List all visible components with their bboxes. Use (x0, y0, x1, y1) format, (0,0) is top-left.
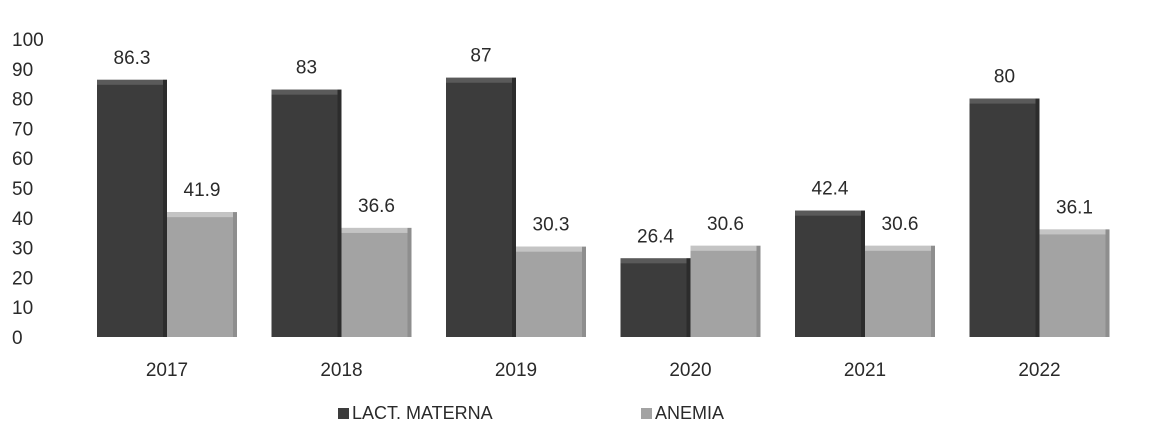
x-tick-label-2021: 2021 (844, 360, 886, 381)
data-label-lact-materna-2019: 87 (470, 46, 491, 67)
y-tick-label-40: 40 (12, 209, 33, 230)
bar-face-lact-materna-2022 (969, 98, 1040, 337)
x-tick-label-2020: 2020 (669, 360, 711, 381)
bar-bevel-lact-materna-2021 (795, 210, 865, 216)
bar-bevel-anemia-2020 (690, 245, 761, 251)
bar-lact-materna-2017 (97, 79, 167, 338)
bar-face-anemia-2019 (516, 246, 586, 337)
y-tick-label-50: 50 (12, 179, 33, 200)
x-tick-label-2019: 2019 (495, 360, 537, 381)
bar-face-anemia-2022 (1039, 229, 1110, 337)
bar-face-lact-materna-2018 (271, 89, 342, 337)
bar-shade-anemia-2018 (407, 227, 412, 337)
bar-anemia-2018 (341, 227, 412, 337)
bar-face-lact-materna-2020 (620, 258, 691, 337)
bar-face-anemia-2020 (690, 245, 761, 337)
x-tick-label-2022: 2022 (1018, 360, 1060, 381)
x-tick-label-2018: 2018 (320, 360, 362, 381)
bar-face-anemia-2021 (865, 245, 935, 337)
data-label-lact-materna-2020: 26.4 (637, 226, 674, 247)
y-tick-label-100: 100 (12, 30, 44, 51)
bar-bevel-lact-materna-2020 (620, 258, 691, 264)
y-tick-label-70: 70 (12, 119, 33, 140)
bar-face-anemia-2018 (341, 227, 412, 337)
bar-bevel-anemia-2021 (865, 245, 935, 251)
bar-bevel-lact-materna-2022 (969, 98, 1040, 104)
bar-lact-materna-2020 (620, 258, 691, 337)
legend: LACT. MATERNA ANEMIA (338, 403, 724, 423)
bar-anemia-2022 (1039, 229, 1110, 337)
bar-shade-anemia-2021 (931, 245, 935, 337)
bar-bevel-anemia-2022 (1039, 229, 1110, 235)
bar-shade-lact-materna-2020 (686, 258, 691, 337)
bar-face-anemia-2017 (167, 212, 237, 337)
y-tick-label-0: 0 (12, 328, 23, 349)
data-label-anemia-2017: 41.9 (184, 180, 221, 201)
bar-lact-materna-2022 (969, 98, 1040, 337)
data-label-lact-materna-2022: 80 (994, 67, 1015, 88)
y-tick-label-60: 60 (12, 149, 33, 170)
x-axis: 2017 2018 2019 2020 2021 2022 (146, 360, 1061, 381)
bar-bevel-lact-materna-2018 (271, 89, 342, 95)
bar-bevel-anemia-2019 (516, 246, 586, 252)
bar-shade-anemia-2019 (582, 246, 586, 337)
data-label-anemia-2020: 30.6 (707, 214, 744, 235)
bar-lact-materna-2018 (271, 89, 342, 337)
data-label-lact-materna-2017: 86.3 (114, 48, 151, 69)
legend-label-lact-materna: LACT. MATERNA (352, 403, 493, 423)
bar-face-lact-materna-2017 (97, 79, 167, 338)
bar-face-lact-materna-2019 (446, 77, 516, 338)
y-tick-label-20: 20 (12, 268, 33, 289)
y-axis: 0 10 20 30 40 50 60 70 80 90 100 (12, 30, 44, 349)
legend-swatch-anemia (641, 408, 652, 419)
bar-shade-lact-materna-2022 (1035, 98, 1040, 337)
data-label-anemia-2019: 30.3 (533, 215, 570, 236)
bar-shade-lact-materna-2018 (337, 89, 342, 337)
bar-bevel-anemia-2018 (341, 227, 412, 233)
bar-anemia-2019 (516, 246, 586, 337)
bar-bevel-lact-materna-2019 (446, 77, 516, 83)
bar-shade-anemia-2022 (1105, 229, 1110, 337)
bar-lact-materna-2021 (795, 210, 865, 337)
bars (97, 77, 1110, 338)
bar-face-lact-materna-2021 (795, 210, 865, 337)
bar-shade-lact-materna-2021 (861, 210, 865, 337)
bar-shade-anemia-2020 (756, 245, 761, 337)
data-label-anemia-2021: 30.6 (882, 214, 919, 235)
data-label-anemia-2022: 36.1 (1056, 197, 1093, 218)
bar-shade-lact-materna-2017 (163, 79, 167, 338)
data-label-lact-materna-2021: 42.4 (812, 179, 849, 200)
bar-bevel-anemia-2017 (167, 212, 237, 218)
bar-shade-anemia-2017 (233, 212, 237, 337)
bar-lact-materna-2019 (446, 77, 516, 338)
bar-anemia-2017 (167, 212, 237, 337)
y-tick-label-10: 10 (12, 298, 33, 319)
data-label-lact-materna-2018: 83 (296, 58, 317, 79)
legend-swatch-lact-materna (338, 408, 349, 419)
data-label-anemia-2018: 36.6 (358, 196, 395, 217)
x-tick-label-2017: 2017 (146, 360, 188, 381)
bar-anemia-2020 (690, 245, 761, 337)
y-tick-label-90: 90 (12, 60, 33, 81)
data-labels: 86.3 41.9 83 36.6 87 30.3 26.4 30.6 42.4 30.6 80 36… (114, 46, 1093, 248)
y-tick-label-80: 80 (12, 90, 33, 111)
bar-anemia-2021 (865, 245, 935, 337)
legend-label-anemia: ANEMIA (655, 403, 724, 423)
bar-bevel-lact-materna-2017 (97, 79, 167, 85)
y-tick-label-30: 30 (12, 239, 33, 260)
bar-shade-lact-materna-2019 (512, 77, 516, 338)
